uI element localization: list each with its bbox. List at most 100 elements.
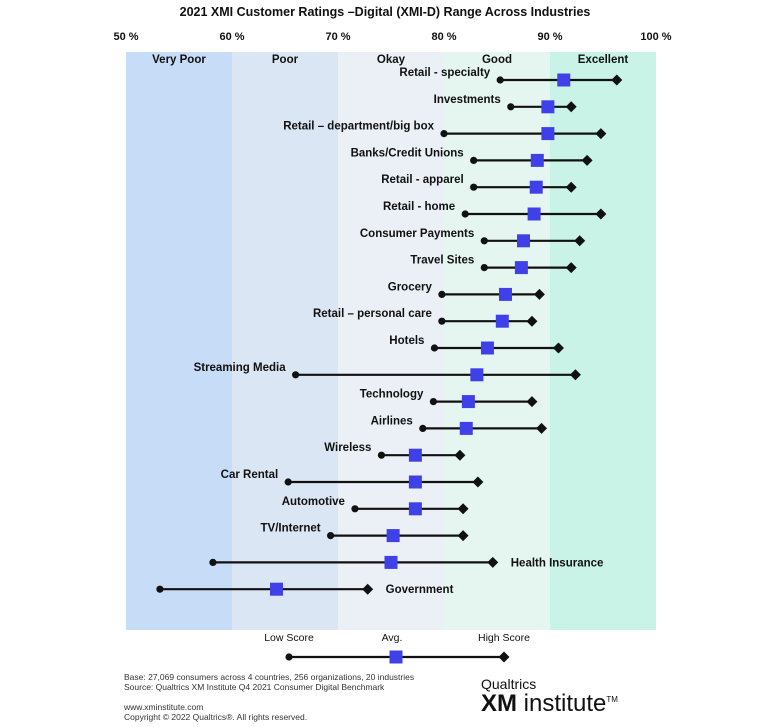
high-point-18 <box>487 556 499 568</box>
industry-label-15: Car Rental <box>221 469 279 481</box>
xm-institute-logo: Qualtrics XM instituteTM <box>481 676 618 718</box>
avg-point-14 <box>408 448 422 462</box>
low-point-8 <box>438 290 446 298</box>
footnote-source: Source: Qualtrics XM Institute Q4 2021 C… <box>124 682 385 692</box>
band-label-2: Okay <box>377 54 406 66</box>
high-point-16 <box>457 503 469 515</box>
logo-tm: TM <box>606 695 618 704</box>
industry-label-6: Consumer Payments <box>360 228 474 240</box>
legend-low-label: Low Score <box>264 632 314 644</box>
band-label-4: Excellent <box>578 54 629 66</box>
low-point-19 <box>156 585 164 593</box>
legend-avg-point <box>389 650 403 664</box>
industry-label-11: Streaming Media <box>194 362 287 374</box>
high-point-1 <box>565 101 577 113</box>
low-point-15 <box>284 478 292 486</box>
avg-point-15 <box>408 475 422 489</box>
industry-label-2: Retail – department/big box <box>283 121 434 133</box>
industry-label-18: Health Insurance <box>511 557 604 569</box>
avg-point-12 <box>461 395 475 409</box>
x-tick-0: 50 % <box>113 31 138 43</box>
avg-point-7 <box>514 261 528 275</box>
band-label-0: Very Poor <box>152 54 206 66</box>
band-3 <box>444 52 550 630</box>
avg-point-10 <box>480 341 494 355</box>
low-point-5 <box>461 210 469 218</box>
industry-label-5: Retail - home <box>383 201 455 213</box>
high-point-7 <box>565 262 577 274</box>
high-point-9 <box>526 315 538 327</box>
avg-point-4 <box>529 180 543 194</box>
legend-high-label: High Score <box>478 632 530 644</box>
low-point-2 <box>440 130 448 138</box>
low-point-4 <box>470 183 478 191</box>
avg-point-2 <box>541 127 555 141</box>
high-point-12 <box>526 396 538 408</box>
band-label-1: Poor <box>272 54 299 66</box>
avg-point-5 <box>527 207 541 221</box>
high-point-15 <box>472 476 484 488</box>
low-point-16 <box>351 505 359 513</box>
high-point-8 <box>533 288 545 300</box>
low-point-3 <box>470 156 478 164</box>
x-tick-2: 70 % <box>325 31 350 43</box>
avg-point-18 <box>384 555 398 569</box>
logo-xm: XM <box>481 690 517 717</box>
low-point-11 <box>292 371 300 379</box>
logo-company: Qualtrics <box>481 676 537 692</box>
x-tick-4: 90 % <box>537 31 562 43</box>
logo-institute: institute <box>523 690 607 717</box>
avg-point-8 <box>498 287 512 301</box>
band-0 <box>126 52 232 630</box>
low-point-12 <box>429 398 437 406</box>
industry-label-4: Retail - apparel <box>381 174 463 186</box>
low-point-9 <box>438 317 446 325</box>
high-point-0 <box>611 74 623 86</box>
industry-label-8: Grocery <box>388 281 433 293</box>
avg-point-13 <box>459 421 473 435</box>
industry-label-0: Retail - specialty <box>399 67 490 79</box>
avg-point-19 <box>270 582 284 596</box>
avg-point-3 <box>530 153 544 167</box>
avg-point-1 <box>541 100 555 114</box>
high-point-19 <box>362 583 374 595</box>
industry-label-16: Automotive <box>282 496 345 508</box>
low-point-10 <box>430 344 439 352</box>
x-tick-3: 80 % <box>431 31 456 43</box>
avg-point-9 <box>495 314 509 328</box>
industry-label-13: Airlines <box>371 415 413 427</box>
x-tick-1: 60 % <box>219 31 244 43</box>
legend-high-point <box>498 651 510 663</box>
industry-label-14: Wireless <box>324 442 371 454</box>
high-point-3 <box>581 154 593 166</box>
industry-label-10: Hotels <box>389 335 424 347</box>
industry-label-17: TV/Internet <box>261 523 321 535</box>
high-point-4 <box>565 181 577 193</box>
copyright-text: Copyright © 2022 Qualtrics®. All rights … <box>124 712 308 722</box>
website-link[interactable]: www.xminstitute.com <box>124 702 204 712</box>
high-point-11 <box>569 369 581 381</box>
high-point-13 <box>536 422 548 434</box>
band-label-3: Good <box>482 54 512 66</box>
low-point-13 <box>419 424 427 432</box>
x-tick-5: 100 % <box>640 31 671 43</box>
industry-label-3: Banks/Credit Unions <box>351 147 464 159</box>
industry-label-9: Retail – personal care <box>313 308 432 320</box>
high-point-6 <box>574 235 586 247</box>
low-point-18 <box>209 558 217 567</box>
low-point-17 <box>326 532 335 540</box>
chart-title: 2021 XMI Customer Ratings –Digital (XMI-… <box>180 5 591 19</box>
high-point-14 <box>454 449 466 461</box>
low-point-0 <box>496 76 504 84</box>
high-point-2 <box>595 128 607 140</box>
avg-point-6 <box>517 234 530 248</box>
avg-point-17 <box>386 529 400 543</box>
high-point-17 <box>457 530 469 542</box>
band-4 <box>550 52 656 630</box>
industry-label-12: Technology <box>360 389 424 401</box>
avg-point-11 <box>470 368 484 382</box>
footnote-base: Base: 27,069 consumers across 4 countrie… <box>124 672 415 682</box>
low-point-7 <box>480 264 488 272</box>
legend-avg-label: Avg. <box>382 632 403 644</box>
